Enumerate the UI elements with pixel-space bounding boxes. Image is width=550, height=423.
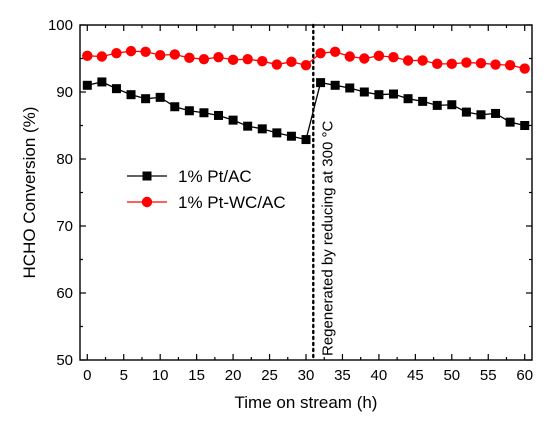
series-0-point <box>520 121 530 130</box>
series-1-point <box>461 57 472 68</box>
series-0-point <box>141 94 151 104</box>
legend-marker-0 <box>142 171 152 181</box>
series-group <box>82 45 530 145</box>
series-1-point <box>257 55 268 67</box>
x-tick-label: 0 <box>83 367 91 384</box>
plot-frame <box>79 24 533 361</box>
series-1-point <box>315 47 326 59</box>
series-0-point <box>214 110 224 120</box>
legend-label-1: 1% Pt-WC/AC <box>178 193 286 212</box>
series-0-point <box>345 83 355 93</box>
series-0-point <box>155 92 165 102</box>
x-tick-label: 60 <box>516 367 533 384</box>
x-tick-label: 50 <box>443 367 460 384</box>
series-1 <box>82 45 530 74</box>
series-0-line <box>87 81 525 141</box>
x-tick-label: 30 <box>298 367 315 384</box>
series-0-point <box>301 135 311 145</box>
y-axis-title: HCHO Conversion (%) <box>20 107 39 279</box>
series-0-point <box>330 80 340 90</box>
legend-marker-1 <box>141 196 153 208</box>
series-1-point <box>519 63 530 74</box>
series-0-point <box>170 102 180 112</box>
legend-entry-1: 1% Pt-WC/AC <box>127 193 286 212</box>
series-1-point <box>329 46 341 57</box>
series-1-point <box>359 53 370 64</box>
series-1-point <box>388 51 399 63</box>
series-1-point <box>344 51 355 62</box>
series-1-point <box>242 53 253 65</box>
legend: 1% Pt/AC 1% Pt-WC/AC <box>127 167 286 212</box>
series-0-point <box>388 89 398 99</box>
y-tick-label: 70 <box>56 218 73 235</box>
x-axis-title: Time on stream (h) <box>235 393 378 412</box>
series-1-point <box>82 50 93 62</box>
x-tick-label: 15 <box>188 367 205 384</box>
series-1-point <box>475 57 487 69</box>
series-0-point <box>418 96 428 106</box>
series-0-point <box>432 100 442 110</box>
legend-entry-0: 1% Pt/AC <box>127 167 252 186</box>
series-1-point <box>490 59 501 70</box>
series-1-point <box>504 59 516 71</box>
series-0-point <box>374 90 384 100</box>
axes-group: 0 5 10 15 20 25 30 35 40 45 50 55 60 50 60 70 80 90 100 Tim… <box>20 17 533 412</box>
x-tick-label: 10 <box>152 367 169 384</box>
series-0-point <box>447 100 457 110</box>
series-0-point <box>316 78 326 88</box>
series-1-point <box>300 59 312 71</box>
series-0-point <box>286 131 296 141</box>
y-tick-label: 50 <box>56 352 73 369</box>
series-1-point <box>213 51 224 63</box>
series-1-point <box>417 55 428 66</box>
y-tick-label: 90 <box>56 84 73 101</box>
series-0-point <box>184 106 194 116</box>
series-1-point <box>96 51 108 62</box>
y-tick-label: 60 <box>56 285 73 302</box>
annotation-text: Regenerated by reducing at 300 °C <box>319 121 336 356</box>
series-0-point <box>272 128 282 138</box>
series-0-point <box>359 87 369 97</box>
series-1-point <box>286 56 297 68</box>
series-1-point <box>125 45 137 57</box>
series-1-point <box>227 54 239 66</box>
series-1-point <box>271 59 283 70</box>
x-tick-label: 55 <box>480 367 497 384</box>
series-1-point <box>432 58 443 70</box>
x-tick-label: 5 <box>120 367 128 384</box>
series-1-point <box>198 53 210 65</box>
series-1-point <box>140 46 151 57</box>
series-0-point <box>199 108 209 118</box>
series-0-point <box>228 115 238 125</box>
series-0-point <box>243 121 253 131</box>
series-1-point <box>446 58 458 70</box>
annotation-group: Regenerated by reducing at 300 °C <box>312 23 336 362</box>
series-1-point <box>184 52 195 64</box>
y-tick-label: 80 <box>56 151 73 168</box>
series-0-point <box>82 80 92 90</box>
x-tick-label: 45 <box>407 367 424 384</box>
series-1-point <box>373 50 385 62</box>
x-tick-label: 20 <box>225 367 242 384</box>
series-1-point <box>154 49 166 61</box>
legend-label-0: 1% Pt/AC <box>178 167 252 186</box>
series-0-point <box>491 108 501 118</box>
series-0-point <box>403 94 413 104</box>
x-tick-label: 25 <box>261 367 278 384</box>
series-0-point <box>111 84 121 94</box>
series-0-point <box>257 124 267 134</box>
x-tick-label: 35 <box>334 367 351 384</box>
series-1-point <box>111 47 122 59</box>
series-1-point <box>402 55 414 66</box>
series-0-point <box>505 117 515 127</box>
series-0-point <box>126 90 136 100</box>
x-tick-label: 40 <box>371 367 388 384</box>
series-0-point <box>476 110 486 120</box>
y-tick-label: 100 <box>48 17 73 34</box>
series-0 <box>82 77 530 145</box>
series-0-point <box>97 77 107 87</box>
series-0-point <box>461 107 471 117</box>
series-1-point <box>169 49 180 60</box>
